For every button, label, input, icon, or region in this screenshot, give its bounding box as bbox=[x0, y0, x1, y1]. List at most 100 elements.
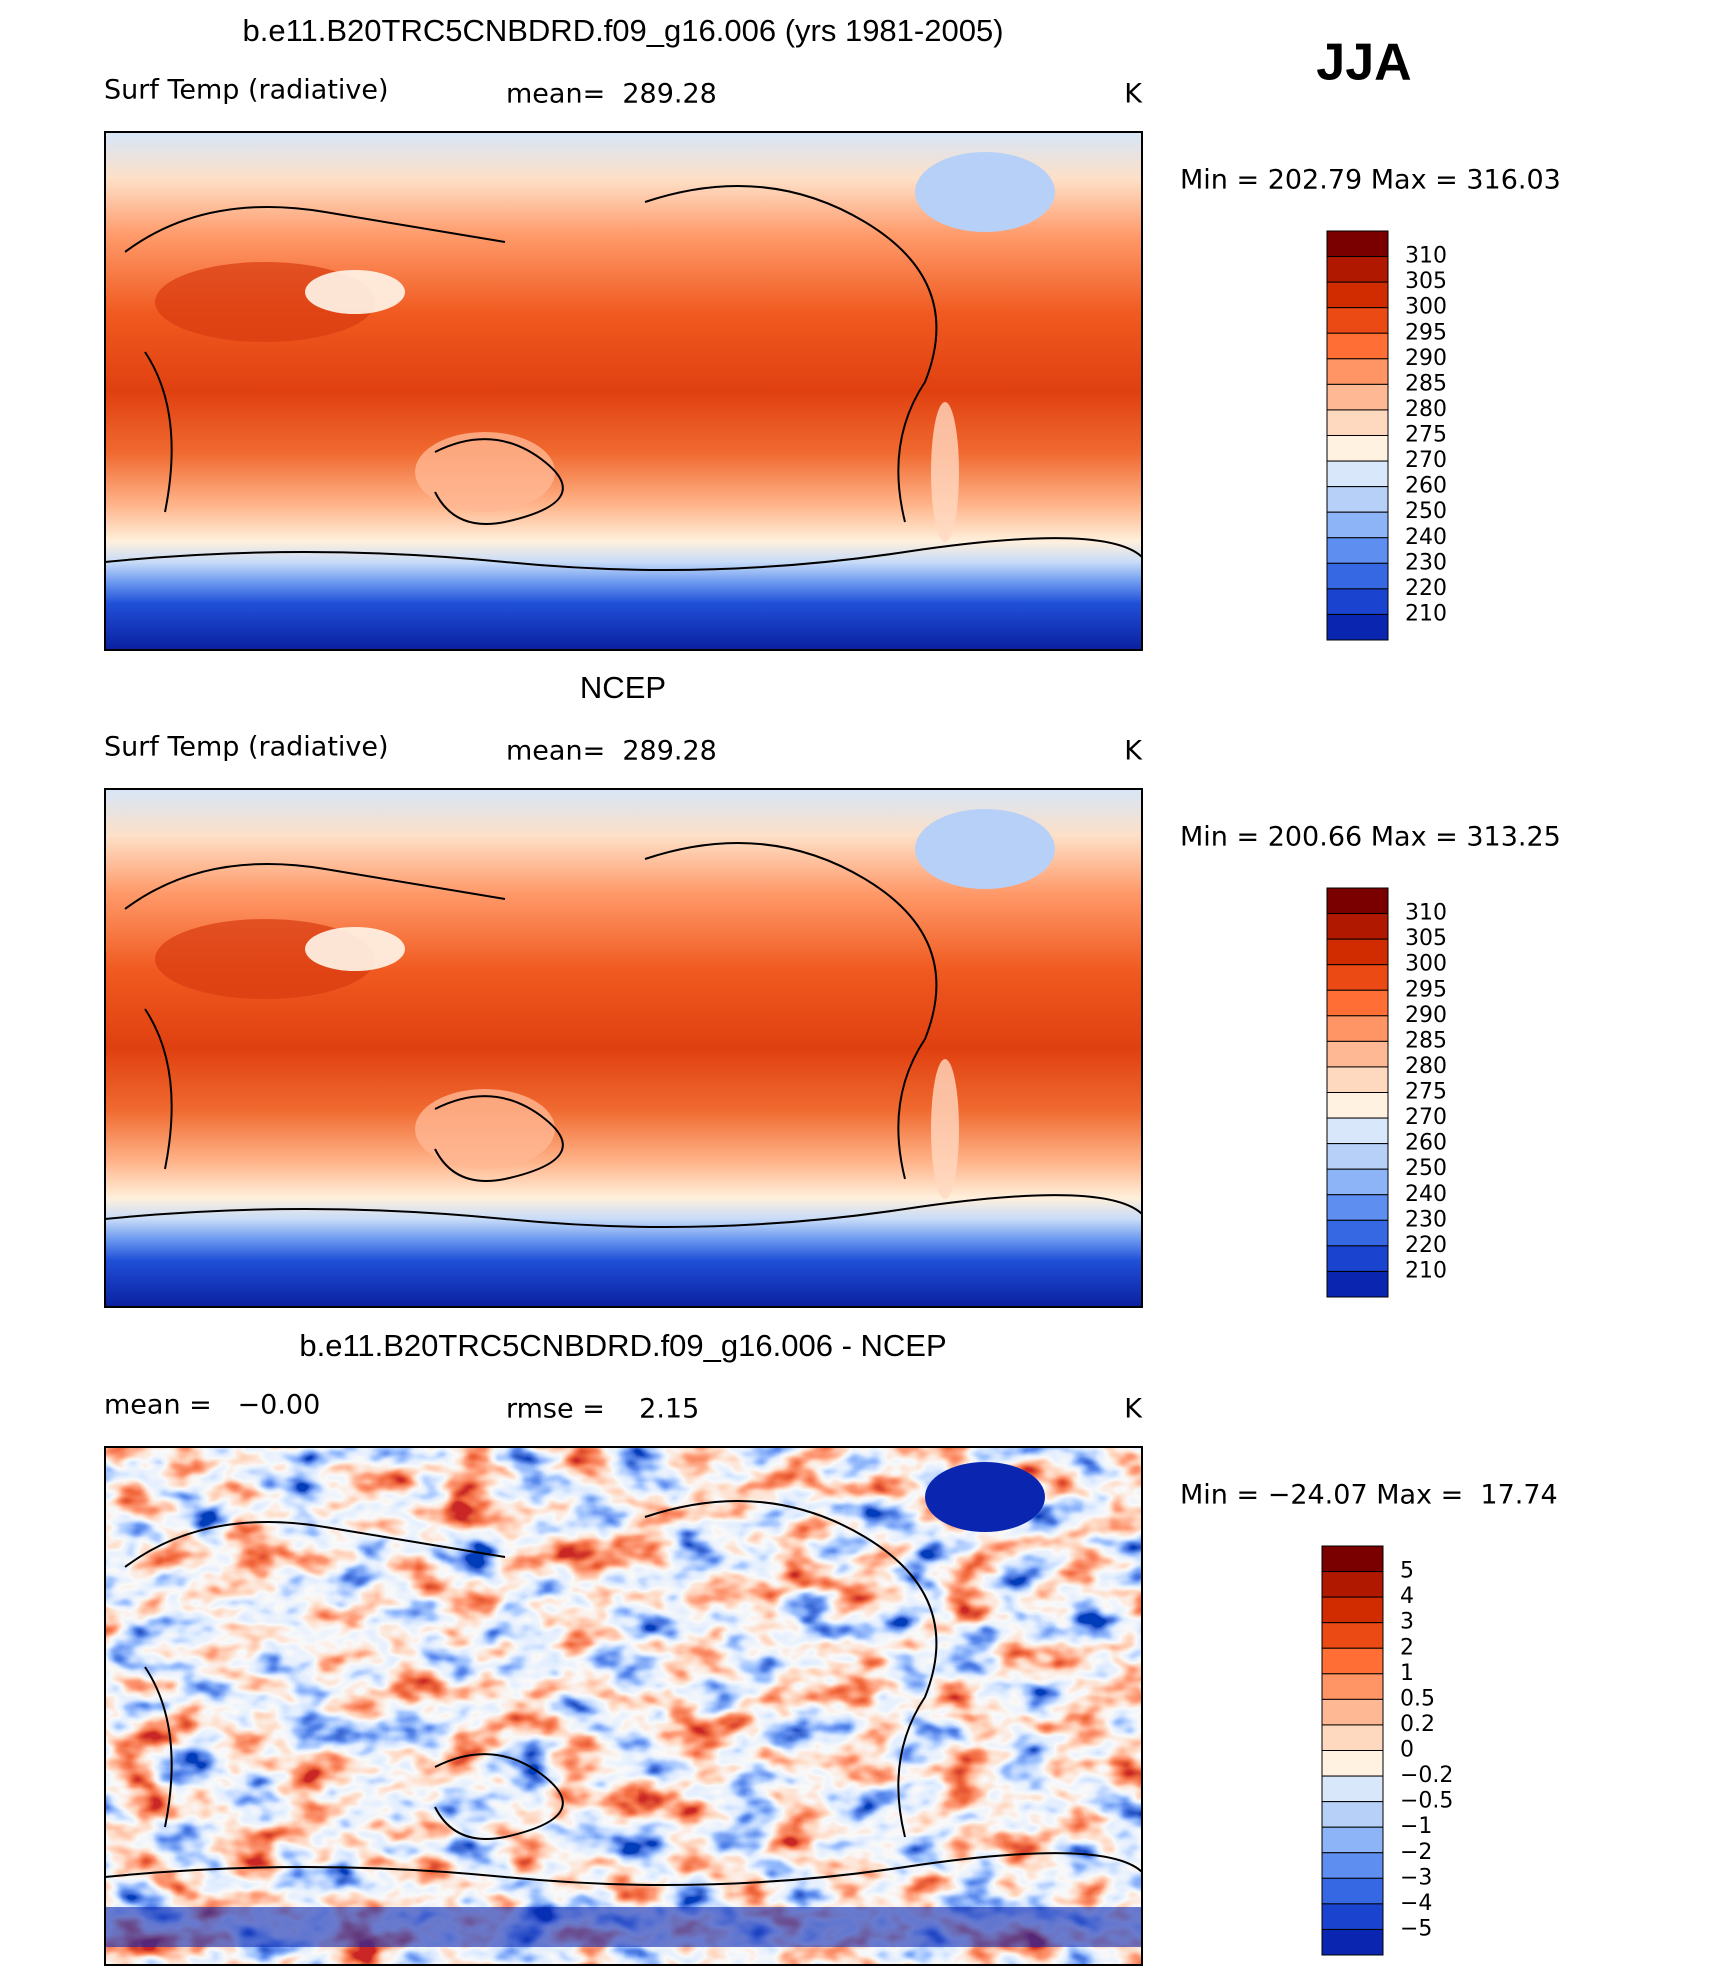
colorbar-label: 230 bbox=[1405, 550, 1447, 575]
greenland bbox=[915, 152, 1055, 232]
panel: NCEP Surf Temp (radiative) mean= 289.28 K Mi… bbox=[104, 670, 1561, 1308]
colorbar-box bbox=[1326, 1168, 1389, 1196]
colorbar-label: 220 bbox=[1405, 1233, 1447, 1258]
colorbar-box bbox=[1321, 1852, 1384, 1879]
colorbar-label: −5 bbox=[1400, 1916, 1432, 1941]
colorbar-box bbox=[1326, 1040, 1389, 1068]
colorbar-label: 260 bbox=[1405, 1131, 1447, 1156]
colorbar-box bbox=[1321, 1750, 1384, 1777]
colorbar-label: 280 bbox=[1405, 1054, 1447, 1079]
south-band bbox=[105, 1907, 1142, 1947]
colorbar-label: 240 bbox=[1405, 525, 1447, 550]
cool-plateau bbox=[305, 270, 405, 314]
colorbar-box bbox=[1326, 1219, 1389, 1247]
colorbar-box bbox=[1326, 256, 1389, 283]
coastline bbox=[105, 185, 1142, 571]
colorbar-box bbox=[1326, 1092, 1389, 1119]
colorbar-box bbox=[1326, 1270, 1389, 1298]
colorbar-label: −2 bbox=[1400, 1840, 1432, 1865]
panel-title: b.e11.B20TRC5CNBDRD.f09_g16.006 - NCEP bbox=[299, 1328, 946, 1363]
colorbar-box bbox=[1326, 1143, 1389, 1170]
map-field bbox=[105, 1447, 1142, 1965]
map bbox=[105, 789, 1142, 1307]
colorbar-label: 5 bbox=[1400, 1559, 1414, 1584]
colorbar-box bbox=[1321, 1647, 1384, 1675]
greenland bbox=[925, 1462, 1045, 1532]
left-label: Surf Temp (radiative) bbox=[104, 75, 389, 106]
colorbar-label: 285 bbox=[1405, 1028, 1447, 1053]
panel-title: b.e11.B20TRC5CNBDRD.f09_g16.006 (yrs 198… bbox=[242, 13, 1003, 48]
colorbar-box bbox=[1326, 486, 1389, 513]
colorbar-box bbox=[1326, 887, 1389, 915]
colorbar: 3103053002952902852802752702602502402302… bbox=[1326, 230, 1447, 641]
colorbar-box bbox=[1326, 511, 1389, 539]
center-label: mean= 289.28 bbox=[506, 736, 717, 767]
map-frame bbox=[104, 1446, 1143, 1966]
colorbar-label: 295 bbox=[1405, 977, 1447, 1002]
colorbar-label: 290 bbox=[1405, 1003, 1447, 1028]
colorbar-label: 2 bbox=[1400, 1635, 1414, 1660]
colorbar-box bbox=[1321, 1801, 1384, 1828]
australia bbox=[415, 432, 555, 512]
colorbar-label: 310 bbox=[1405, 901, 1447, 926]
colorbar-box bbox=[1321, 1622, 1384, 1649]
map bbox=[105, 132, 1142, 650]
season-label: JJA bbox=[1316, 34, 1411, 92]
colorbar-label: 260 bbox=[1405, 474, 1447, 499]
colorbar-label: 250 bbox=[1405, 1156, 1447, 1181]
colorbar-box bbox=[1326, 537, 1389, 564]
colorbar-label: −4 bbox=[1400, 1891, 1432, 1916]
units-label: K bbox=[1124, 1394, 1143, 1425]
colorbar-box bbox=[1326, 588, 1389, 615]
colorbar-box bbox=[1326, 230, 1389, 258]
left-label: mean = −0.00 bbox=[104, 1390, 320, 1421]
colorbar-box bbox=[1326, 383, 1389, 411]
colorbar-label: 310 bbox=[1405, 244, 1447, 269]
colorbar-label: 0 bbox=[1400, 1738, 1414, 1763]
colorbar-label: 0.5 bbox=[1400, 1686, 1435, 1711]
colorbar-label: 210 bbox=[1405, 1258, 1447, 1283]
colorbar-box bbox=[1321, 1596, 1384, 1624]
colorbar-box bbox=[1326, 358, 1389, 385]
colorbar-box bbox=[1321, 1724, 1384, 1751]
colorbar-label: 240 bbox=[1405, 1182, 1447, 1207]
center-label: rmse = 2.15 bbox=[506, 1394, 699, 1425]
colorbar-box bbox=[1326, 1245, 1389, 1272]
colorbar-label: 300 bbox=[1405, 952, 1447, 977]
colorbar-label: 305 bbox=[1405, 926, 1447, 951]
colorbar-label: 210 bbox=[1405, 601, 1447, 626]
andes bbox=[931, 1059, 959, 1199]
units-label: K bbox=[1124, 79, 1143, 110]
colorbar-box bbox=[1326, 913, 1389, 940]
colorbar-box bbox=[1326, 562, 1389, 590]
colorbar-box bbox=[1326, 613, 1389, 641]
map bbox=[105, 1447, 1142, 1965]
colorbar-label: 275 bbox=[1405, 1080, 1447, 1105]
colorbar-box bbox=[1321, 1928, 1384, 1956]
colorbar-label: 230 bbox=[1405, 1207, 1447, 1232]
colorbar-box bbox=[1326, 1194, 1389, 1221]
min-max: Min = 200.66 Max = 313.25 bbox=[1180, 822, 1561, 853]
colorbar-box bbox=[1326, 307, 1389, 334]
colorbar: 3103053002952902852802752702602502402302… bbox=[1326, 887, 1447, 1298]
colorbar-box bbox=[1321, 1877, 1384, 1905]
colorbar-label: 275 bbox=[1405, 423, 1447, 448]
colorbar-box bbox=[1326, 332, 1389, 360]
colorbar-box bbox=[1321, 1826, 1384, 1854]
colorbar-label: 0.2 bbox=[1400, 1712, 1435, 1737]
coastline bbox=[105, 1500, 1142, 1886]
map-frame bbox=[104, 131, 1143, 651]
colorbar-label: 305 bbox=[1405, 269, 1447, 294]
units-label: K bbox=[1124, 736, 1143, 767]
cool-plateau bbox=[305, 927, 405, 971]
colorbar-box bbox=[1326, 1015, 1389, 1042]
colorbar-label: 295 bbox=[1405, 320, 1447, 345]
colorbar-box bbox=[1321, 1698, 1384, 1726]
colorbar-label: 270 bbox=[1405, 1105, 1447, 1130]
left-label: Surf Temp (radiative) bbox=[104, 732, 389, 763]
colorbar-box bbox=[1326, 435, 1389, 462]
colorbar-label: −0.5 bbox=[1400, 1789, 1453, 1814]
min-max: Min = 202.79 Max = 316.03 bbox=[1180, 165, 1561, 196]
